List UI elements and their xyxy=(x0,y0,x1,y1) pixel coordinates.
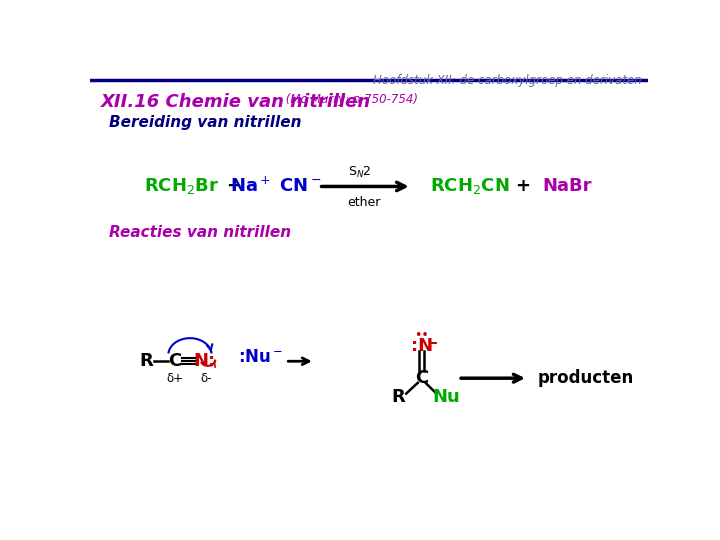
Text: Nu: Nu xyxy=(433,388,460,407)
Text: N:: N: xyxy=(194,352,216,370)
Text: δ+: δ+ xyxy=(166,372,183,385)
Text: C: C xyxy=(168,352,181,370)
Text: NaBr: NaBr xyxy=(542,178,591,195)
Text: producten: producten xyxy=(538,369,634,387)
Text: δ-: δ- xyxy=(200,372,212,385)
Text: RCH$_2$CN: RCH$_2$CN xyxy=(430,177,510,197)
Text: R: R xyxy=(139,352,153,370)
Text: Hoofdstuk XII: de carboxylgroep en derivaten: Hoofdstuk XII: de carboxylgroep en deriv… xyxy=(373,74,642,87)
Text: Reacties van nitrillen: Reacties van nitrillen xyxy=(109,225,292,240)
Text: +: + xyxy=(515,178,530,195)
Text: (Mc Murry: p 750-754): (Mc Murry: p 750-754) xyxy=(282,93,418,106)
Text: C: C xyxy=(415,369,428,387)
Text: ••: •• xyxy=(414,329,429,342)
Text: XII.16 Chemie van nitrillen: XII.16 Chemie van nitrillen xyxy=(101,92,371,111)
Text: :N: :N xyxy=(410,337,433,355)
Text: –: – xyxy=(428,334,436,349)
Text: ether: ether xyxy=(348,197,381,210)
Text: S$_N$2: S$_N$2 xyxy=(348,165,372,180)
Text: Na$^+$ CN$^-$: Na$^+$ CN$^-$ xyxy=(230,177,322,196)
Text: RCH$_2$Br: RCH$_2$Br xyxy=(144,177,219,197)
Text: +: + xyxy=(226,178,241,195)
Text: :Nu$^-$: :Nu$^-$ xyxy=(238,348,283,367)
Text: Bereiding van nitrillen: Bereiding van nitrillen xyxy=(109,115,302,130)
Text: R: R xyxy=(392,388,405,407)
